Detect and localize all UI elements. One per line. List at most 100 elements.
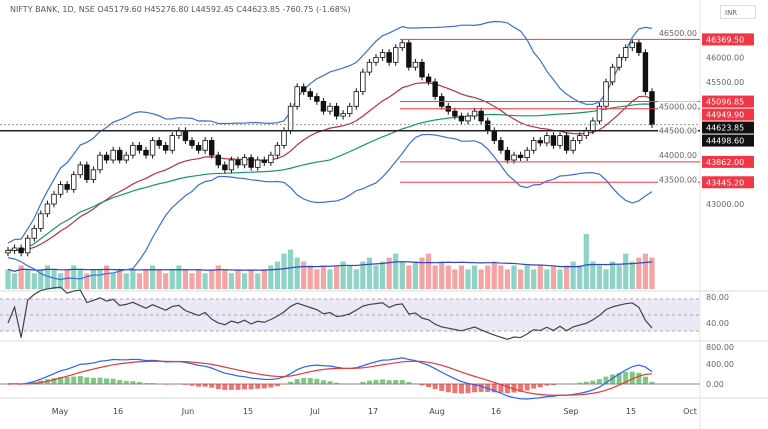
macd-line <box>7 357 653 400</box>
macd-hist-bar <box>596 379 602 384</box>
macd-hist-bar <box>77 376 83 384</box>
candle-body <box>268 154 274 163</box>
volume-bar <box>629 261 635 289</box>
candle-body <box>57 184 64 195</box>
price-tick-bg <box>658 174 698 185</box>
volume-bar <box>439 261 445 289</box>
macd-hist-bar <box>439 384 445 391</box>
volume-bar <box>544 269 550 289</box>
candle-body <box>307 91 313 97</box>
volume-bar <box>71 265 77 289</box>
volume-bar <box>156 269 162 289</box>
macd-hist-bar <box>412 383 418 384</box>
volume-bar <box>360 261 366 289</box>
candle-body <box>287 105 294 132</box>
volume-bar <box>419 257 425 289</box>
volume-bar <box>603 269 609 289</box>
macd-hist-bar <box>202 384 208 387</box>
volume-bar <box>609 261 616 289</box>
price-tick-bg <box>658 28 698 38</box>
volume-bar <box>222 269 228 289</box>
level-label: 43862.00 <box>706 158 744 167</box>
candle-body <box>347 105 353 115</box>
macd-hist-bar <box>550 384 556 386</box>
candle-body <box>432 81 438 97</box>
price-label: 44498.60 <box>706 137 744 146</box>
volume-bar <box>143 269 149 289</box>
macd-tick: 400.00 <box>706 360 734 369</box>
candle-body <box>64 184 70 190</box>
level-label-bg <box>702 95 754 108</box>
macd-hist-bar <box>465 384 471 394</box>
macd-hist-bar <box>136 381 142 384</box>
macd-hist-bar <box>255 384 261 389</box>
volume-bar <box>577 265 583 289</box>
macd-hist-bar <box>196 384 202 387</box>
candle-body <box>412 61 419 68</box>
macd-hist-bar <box>623 371 629 384</box>
currency-button[interactable]: INR <box>720 5 756 19</box>
level-label: 46369.50 <box>706 35 744 44</box>
x-tick: 17 <box>368 407 378 416</box>
macd-hist-bar <box>577 382 583 384</box>
macd-hist-bar <box>228 384 234 390</box>
volume-bar <box>64 269 70 289</box>
x-tick: Jul <box>309 407 320 416</box>
volume-bar <box>248 269 254 289</box>
volume-bar <box>169 269 175 289</box>
sma-line <box>7 103 653 252</box>
macd-hist-bar <box>373 379 379 384</box>
candle-body <box>130 144 136 156</box>
candle-body <box>649 91 655 126</box>
volume-bar <box>182 269 189 289</box>
ema-line <box>7 82 653 252</box>
rsi-tick: 80.00 <box>706 293 729 302</box>
macd-hist-bar <box>123 380 129 384</box>
volume-bar <box>117 269 123 289</box>
volume-bar <box>136 273 143 289</box>
macd-hist-bar <box>603 376 609 384</box>
volume-bar <box>498 265 504 289</box>
volume-bar <box>432 265 438 289</box>
volume-bar <box>478 269 484 289</box>
candle-body <box>248 157 254 168</box>
x-tick: 15 <box>243 407 253 416</box>
level-label: 44949.90 <box>706 111 744 120</box>
volume-bar <box>353 269 359 289</box>
price-tick: 46500.00 <box>659 29 697 38</box>
volume-bar <box>570 261 576 289</box>
candle-body <box>156 140 162 146</box>
candle-body <box>110 149 116 161</box>
symbol-ohlc-header: NIFTY BANK, 1D, NSE O45179.60 H45276.80 … <box>10 5 351 14</box>
macd-hist-bar <box>590 380 596 384</box>
candle-body <box>44 203 51 215</box>
volume-bar <box>215 265 221 289</box>
price-tick-bg <box>658 101 698 112</box>
macd-hist-bar <box>452 384 458 394</box>
volume-bar <box>511 265 517 289</box>
macd-hist-bar <box>498 384 504 393</box>
price-tick: 43500.00 <box>659 176 697 185</box>
macd-hist-bar <box>235 384 241 390</box>
macd-hist-bar <box>90 377 96 384</box>
macd-hist-bar <box>182 384 188 385</box>
price-tick: 44500.00 <box>659 127 697 136</box>
volume-bar <box>5 269 11 289</box>
volume-bar <box>517 269 524 289</box>
candle-body <box>71 174 77 190</box>
price-label: 44623.85 <box>706 124 744 133</box>
volume-bar <box>393 253 399 289</box>
macd-hist-bar <box>268 384 274 388</box>
x-tick: May <box>52 407 69 416</box>
rsi-tick: 40.00 <box>706 319 729 328</box>
macd-hist-bar <box>104 378 110 384</box>
volume-bar <box>314 269 320 289</box>
x-tick: Aug <box>429 407 445 416</box>
volume-bar <box>373 265 379 289</box>
price-label-bg <box>702 121 754 134</box>
candle-body <box>11 247 18 251</box>
volume-bar <box>189 273 195 289</box>
volume-bar <box>623 253 629 289</box>
volume-bar <box>255 273 261 289</box>
